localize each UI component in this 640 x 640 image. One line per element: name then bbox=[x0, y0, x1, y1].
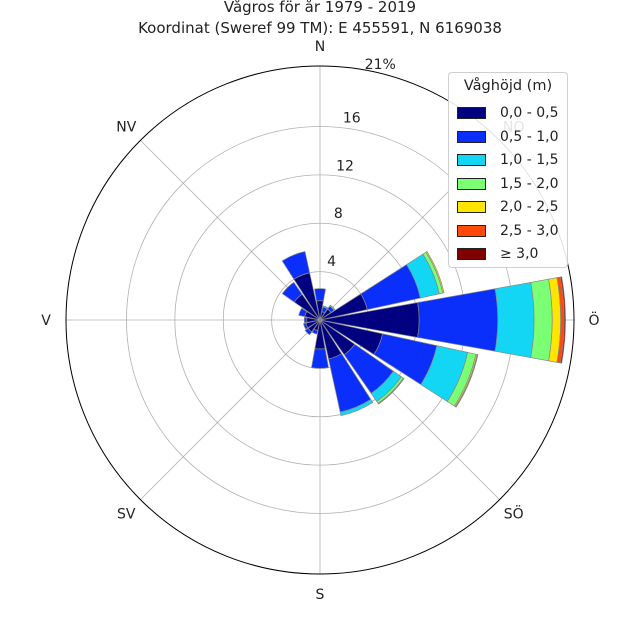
direction-label: NV bbox=[116, 119, 136, 135]
direction-label: N bbox=[315, 39, 325, 55]
legend-item: 0,5 - 1,0 bbox=[457, 129, 558, 145]
direction-label: SÖ bbox=[504, 505, 524, 523]
rose-wedge bbox=[417, 288, 499, 352]
radial-tick-label: 12 bbox=[336, 158, 354, 174]
legend-item: ≥ 3,0 bbox=[457, 246, 538, 262]
rose-wedge bbox=[303, 322, 309, 330]
direction-label: SV bbox=[117, 507, 136, 523]
legend-swatch bbox=[457, 201, 486, 213]
legend-item: 1,0 - 1,5 bbox=[457, 152, 558, 168]
rose-wedge bbox=[311, 328, 319, 335]
legend-title: Våghöjd (m) bbox=[463, 78, 553, 94]
legend-swatch bbox=[457, 154, 486, 166]
rose-wedge bbox=[455, 354, 479, 408]
rose-wedge bbox=[339, 398, 374, 417]
direction-label: V bbox=[41, 313, 51, 329]
rose-wedge bbox=[298, 307, 308, 318]
legend-label: 0,5 - 1,0 bbox=[500, 128, 559, 145]
legend: Våghöjd (m) 0,0 - 0,5 0,5 - 1,0 1,0 - 1,… bbox=[448, 72, 568, 268]
legend-swatch bbox=[457, 248, 486, 260]
chart-subtitle: Koordinat (Sweref 99 TM): E 455591, N 61… bbox=[138, 19, 502, 37]
legend-swatch bbox=[457, 177, 486, 190]
rose-wedge bbox=[425, 251, 445, 294]
chart-title: Vågros för år 1979 - 2019 bbox=[223, 0, 417, 16]
polar-boundary bbox=[65, 65, 575, 575]
direction-label: Ö bbox=[588, 311, 599, 329]
rose-wedge bbox=[281, 251, 311, 280]
legend-swatch bbox=[457, 224, 486, 237]
legend-label: 2,5 - 3,0 bbox=[500, 222, 559, 239]
legend-item: 0,0 - 0,5 bbox=[457, 105, 558, 121]
legend-label: 1,5 - 2,0 bbox=[500, 175, 559, 192]
legend-swatch bbox=[457, 107, 486, 119]
rose-wedge bbox=[329, 304, 336, 311]
legend-label: 2,0 - 2,5 bbox=[500, 199, 559, 215]
rose-wedge bbox=[530, 278, 553, 362]
rose-wedge bbox=[281, 281, 303, 303]
rose-wedge bbox=[560, 276, 566, 364]
radial-tick-label: 16 bbox=[343, 110, 361, 126]
legend-swatch bbox=[457, 130, 486, 143]
legend-item: 2,0 - 2,5 bbox=[457, 199, 558, 215]
rose-wedge bbox=[377, 377, 405, 405]
legend-label: ≥ 3,0 bbox=[500, 246, 539, 262]
rose-wedge bbox=[304, 327, 313, 336]
rose-wedge bbox=[322, 305, 329, 310]
rose-wedge bbox=[314, 288, 326, 302]
direction-label: S bbox=[316, 587, 325, 603]
legend-item: 1,5 - 2,0 bbox=[457, 176, 558, 192]
legend-label: 1,0 - 1,5 bbox=[500, 152, 559, 168]
radial-tick-label: 4 bbox=[327, 254, 336, 270]
rose-wedge bbox=[311, 348, 329, 369]
radial-tick-label: 8 bbox=[334, 206, 343, 222]
legend-item: 2,5 - 3,0 bbox=[457, 223, 558, 239]
radial-gridline bbox=[140, 319, 321, 500]
rose-wedge bbox=[494, 281, 535, 359]
rose-wedge bbox=[303, 316, 308, 324]
legend-label: 0,0 - 0,5 bbox=[500, 105, 559, 121]
radial-max-label: 21% bbox=[365, 57, 396, 73]
